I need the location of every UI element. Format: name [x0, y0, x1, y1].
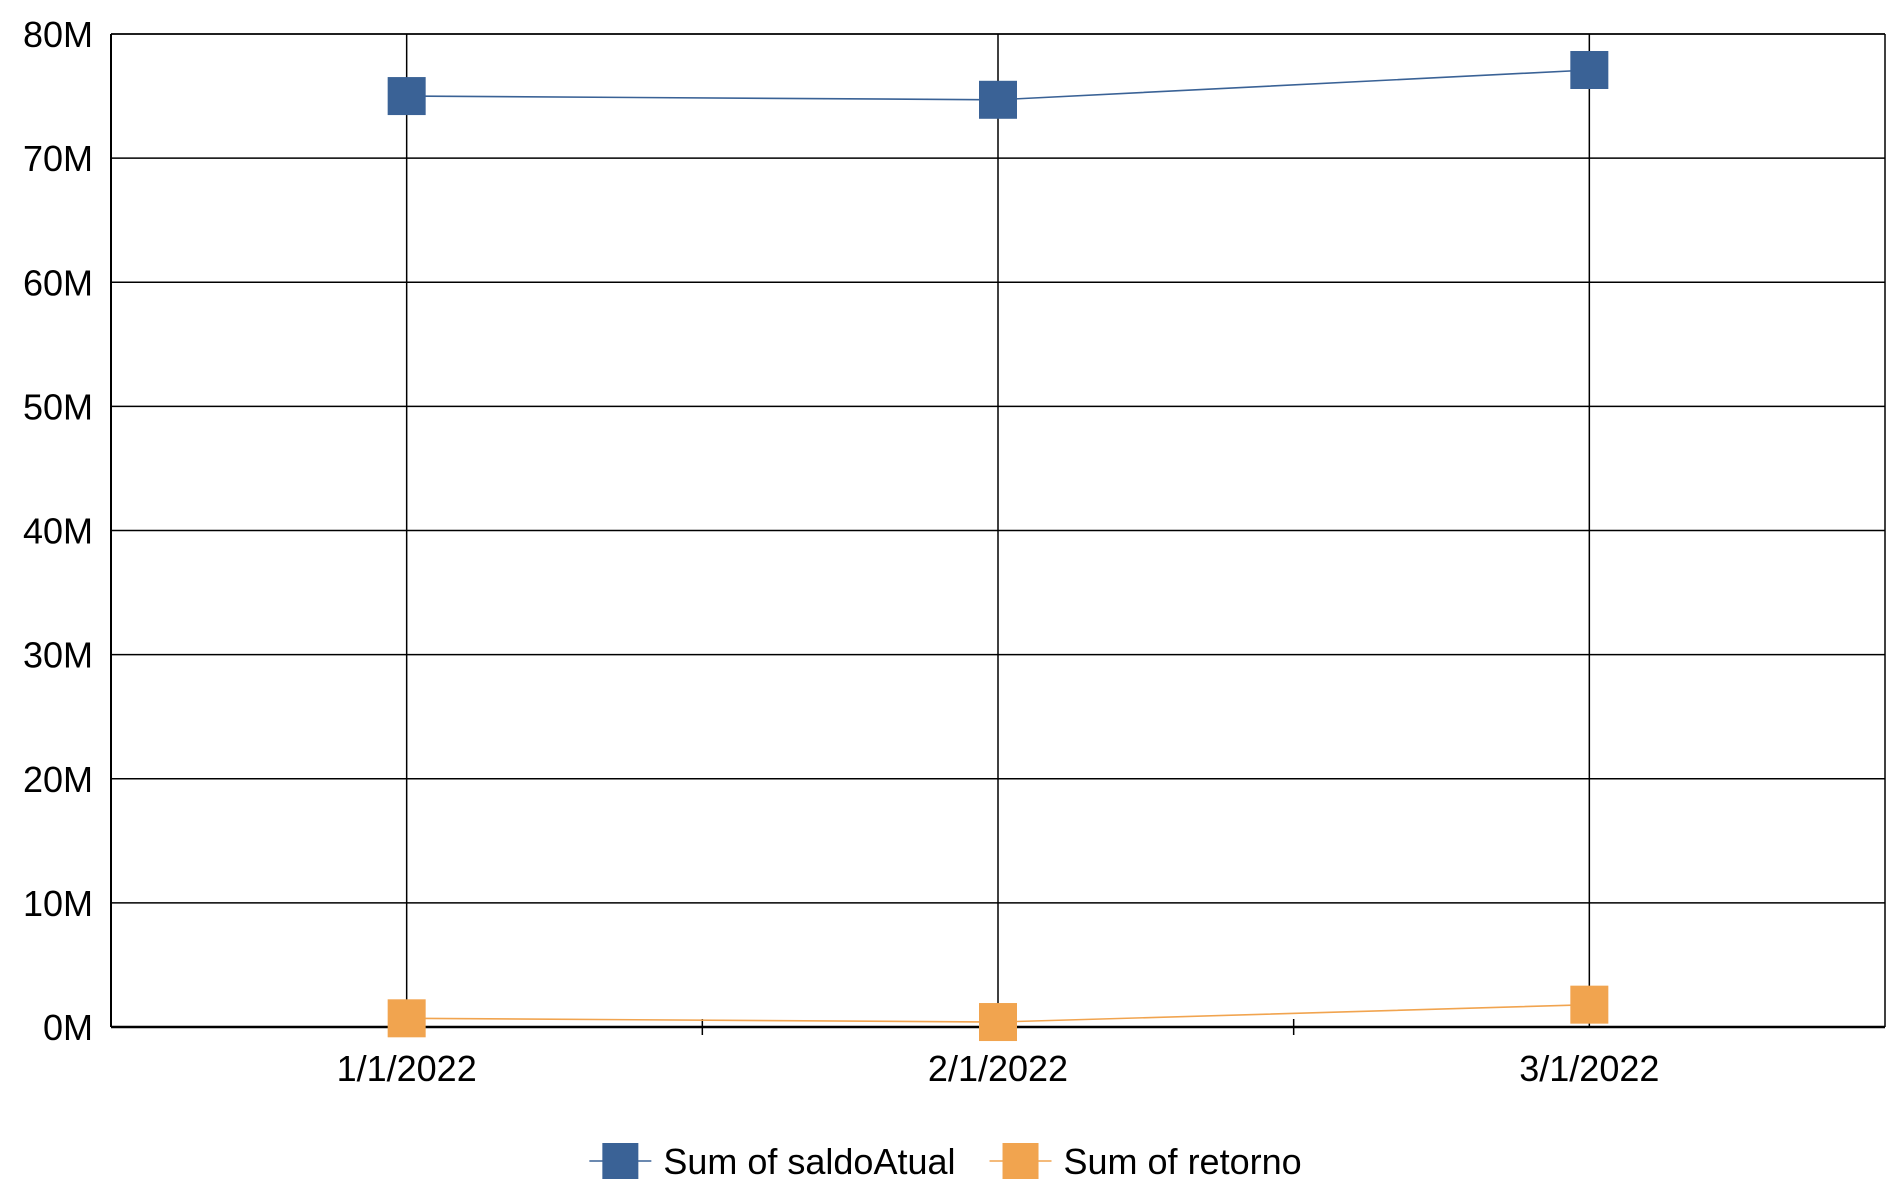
y-tick-label: 60M — [23, 262, 93, 303]
data-point — [387, 999, 426, 1038]
legend-label: Sum of saldoAtual — [663, 1141, 955, 1182]
data-point — [979, 80, 1017, 119]
axes: 0M 10M 20M 30M 40M 50M 60M 70M 80M 1/1/2022 2/1/20… — [23, 14, 1886, 1089]
grid-lines — [111, 33, 1885, 1027]
legend-marker — [1002, 1143, 1039, 1179]
y-tick-label: 80M — [23, 14, 93, 55]
legend-marker — [602, 1143, 639, 1179]
legend-item-0[interactable]: Sum of saldoAtual — [589, 1141, 956, 1182]
series-area — [387, 50, 1609, 1042]
y-tick-label: 40M — [23, 511, 93, 552]
data-point — [1570, 50, 1609, 89]
y-tick-label: 50M — [23, 386, 93, 427]
data-point — [979, 1003, 1017, 1042]
data-point — [387, 77, 426, 116]
y-tick-label: 70M — [23, 138, 93, 179]
legend: Sum of saldoAtual Sum of retorno — [589, 1141, 1302, 1182]
y-tick-label: 30M — [23, 635, 93, 676]
y-tick-label: 20M — [23, 759, 93, 800]
x-tick-label: 2/1/2022 — [928, 1048, 1068, 1089]
data-point — [1570, 985, 1609, 1024]
legend-item-1[interactable]: Sum of retorno — [989, 1141, 1302, 1182]
x-tick-label: 1/1/2022 — [337, 1048, 477, 1089]
x-tick-label: 3/1/2022 — [1519, 1048, 1659, 1089]
y-tick-label: 0M — [43, 1007, 93, 1048]
y-tick-label: 10M — [23, 883, 93, 924]
legend-label: Sum of retorno — [1064, 1141, 1302, 1182]
